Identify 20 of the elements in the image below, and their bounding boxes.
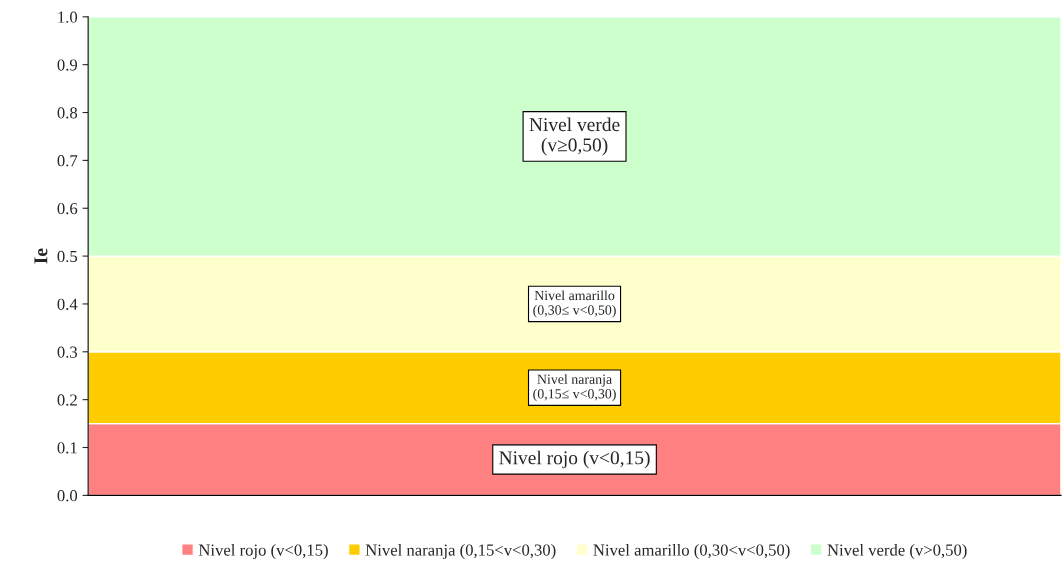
y-tick-label: 0.4	[57, 298, 78, 310]
y-tick-label: 0.5	[57, 250, 78, 263]
y-tick-label: 0.6	[57, 202, 78, 215]
annotation: Nivel amarillo (0,30≤ v<0,50)	[533, 290, 616, 318]
y-tick-label: 0.8	[57, 107, 78, 119]
annotation: Nivel rojo (v<0,15)	[499, 450, 650, 469]
legend-label: Nivel verde (v>0,50)	[827, 543, 967, 560]
y-tick-label: 0.7	[57, 155, 78, 167]
annotation: Nivel verde (v≥0,50)	[529, 117, 620, 156]
y-tick-label: 0.1	[57, 442, 77, 454]
y-tick-label: 1.0	[58, 11, 78, 23]
y-axis-title: Ie	[34, 248, 48, 264]
annotation: Nivel naranja (0,15≤ v<0,30)	[533, 374, 616, 402]
y-tick-label: 0.3	[57, 346, 78, 358]
legend-label: Nivel naranja (0,15<v<0,30)	[365, 543, 556, 560]
legend-label: Nivel amarillo (0,30<v<0,50)	[593, 543, 790, 560]
y-tick-label: 0.0	[57, 490, 78, 502]
y-tick-label: 0.2	[57, 394, 77, 406]
legend-label: Nivel rojo (v<0,15)	[198, 543, 328, 560]
y-tick-label: 0.9	[57, 59, 78, 71]
